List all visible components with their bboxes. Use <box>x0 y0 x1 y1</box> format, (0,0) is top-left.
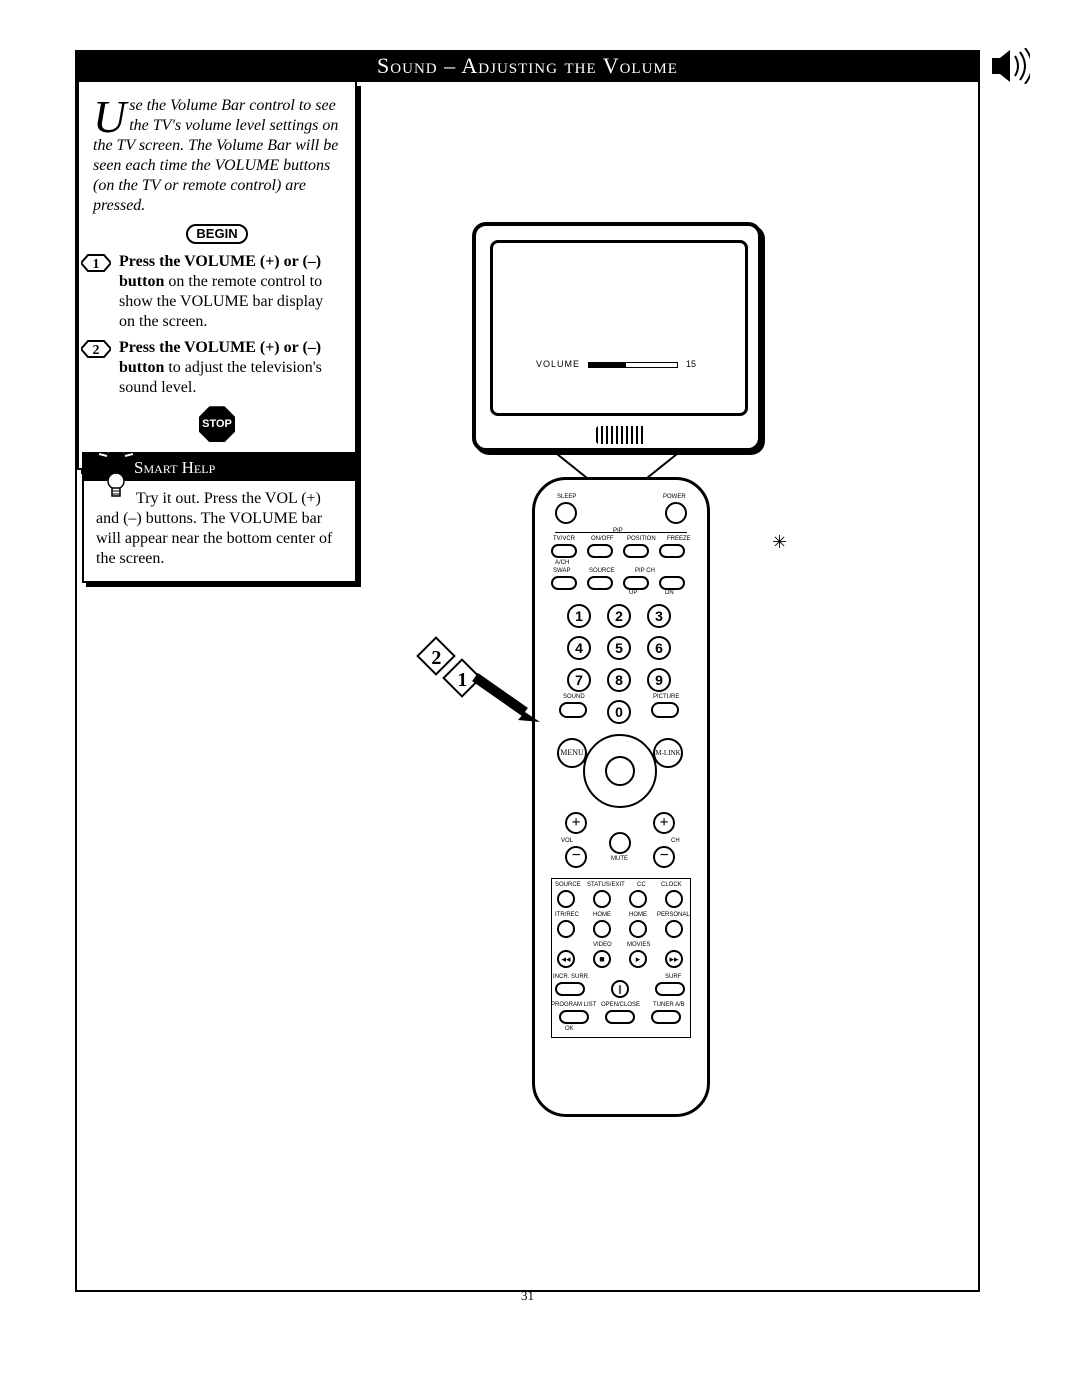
vol-up-button[interactable]: + <box>565 812 587 834</box>
btn-openclose[interactable] <box>605 1010 635 1024</box>
btn-source2[interactable] <box>557 890 575 908</box>
num-7-button[interactable]: 7 <box>567 668 591 692</box>
smart-help-box: Smart Help Try it out. Press the VOL (+)… <box>82 452 357 583</box>
step-1: 1 Press the VOLUME (+) or (–) button on … <box>93 252 341 332</box>
btn-incrsurr[interactable] <box>555 982 585 996</box>
num-0-button[interactable]: 0 <box>607 700 631 724</box>
callout-arrow-icon <box>470 672 540 722</box>
osd-volume-bar-fill <box>588 362 626 368</box>
pip-freeze-button[interactable] <box>659 544 685 558</box>
pipch-dn-button[interactable] <box>659 576 685 590</box>
tv-speaker-grille <box>596 426 646 444</box>
btn-surf[interactable] <box>655 982 685 996</box>
btn-stop[interactable]: ■ <box>593 950 611 968</box>
btn-rew[interactable]: ◂◂ <box>557 950 575 968</box>
btn-cc[interactable] <box>629 890 647 908</box>
step-2: 2 Press the VOLUME (+) or (–) button to … <box>93 338 341 398</box>
svg-text:2: 2 <box>93 343 100 358</box>
btn-clock[interactable] <box>665 890 683 908</box>
stop-badge: STOP <box>93 406 341 442</box>
menu-button[interactable]: MENU <box>557 738 587 768</box>
btn-ff[interactable]: ▸▸ <box>665 950 683 968</box>
num-5-button[interactable]: 5 <box>607 636 631 660</box>
num-9-button[interactable]: 9 <box>647 668 671 692</box>
btn-proglist[interactable] <box>559 1010 589 1024</box>
source-button[interactable] <box>587 576 613 590</box>
page-title: Sound – Adjusting the Volume <box>377 53 678 78</box>
btn-play[interactable]: ▸ <box>629 950 647 968</box>
sound-button[interactable] <box>559 702 587 718</box>
instructions-box: Use the Volume Bar control to see the TV… <box>77 82 357 470</box>
ch-down-button[interactable]: − <box>653 846 675 868</box>
step-1-marker: 1 <box>81 254 111 272</box>
num-3-button[interactable]: 3 <box>647 604 671 628</box>
osd-volume-value: 15 <box>686 359 696 369</box>
mute-button[interactable] <box>609 832 631 854</box>
brightness-icon: ✳ <box>772 532 787 553</box>
num-4-button[interactable]: 4 <box>567 636 591 660</box>
swap-button[interactable] <box>551 576 577 590</box>
bulb-rays-icon <box>99 440 133 460</box>
nav-ok-button[interactable] <box>605 756 635 786</box>
pip-onoff-button[interactable] <box>587 544 613 558</box>
osd-volume-label: VOLUME <box>536 359 580 369</box>
picture-button[interactable] <box>651 702 679 718</box>
sleep-button[interactable] <box>555 502 577 524</box>
manual-page: Sound – Adjusting the Volume Use the Vol… <box>75 50 980 1330</box>
remote-control: SLEEP POWER PIP TV/VCR ON/OFF POSITION F… <box>532 477 710 1117</box>
btn-home2[interactable] <box>629 920 647 938</box>
btn-pause[interactable]: ∥ <box>611 980 629 998</box>
page-number: 31 <box>75 1288 980 1304</box>
dropcap: U <box>93 96 129 134</box>
num-6-button[interactable]: 6 <box>647 636 671 660</box>
btn-home1[interactable] <box>593 920 611 938</box>
btn-tunerab[interactable] <box>651 1010 681 1024</box>
tvvcr-button[interactable] <box>551 544 577 558</box>
num-8-button[interactable]: 8 <box>607 668 631 692</box>
svg-text:1: 1 <box>93 257 100 272</box>
btn-personal[interactable] <box>665 920 683 938</box>
mlink-button[interactable]: M-LINK <box>653 738 683 768</box>
page-title-bar: Sound – Adjusting the Volume <box>75 50 980 82</box>
btn-itr[interactable] <box>557 920 575 938</box>
ir-beam-icon <box>552 450 682 478</box>
tv-outline: VOLUME 15 <box>472 222 762 452</box>
pip-position-button[interactable] <box>623 544 649 558</box>
content-frame: Use the Volume Bar control to see the TV… <box>75 82 980 1292</box>
pipch-up-button[interactable] <box>623 576 649 590</box>
tv-remote-illustration: VOLUME 15 ✳ SLEEP POWER PIP TV/VCR <box>472 222 792 1132</box>
power-button[interactable] <box>665 502 687 524</box>
step-2-marker: 2 <box>81 340 111 358</box>
btn-status[interactable] <box>593 890 611 908</box>
begin-badge: BEGIN <box>93 224 341 244</box>
intro-text: Use the Volume Bar control to see the TV… <box>93 96 341 216</box>
tv-screen <box>490 240 748 416</box>
lightbulb-icon <box>106 472 126 500</box>
vol-down-button[interactable]: − <box>565 846 587 868</box>
ch-up-button[interactable]: + <box>653 812 675 834</box>
step-callouts: 2 1 <box>422 642 542 722</box>
num-2-button[interactable]: 2 <box>607 604 631 628</box>
num-1-button[interactable]: 1 <box>567 604 591 628</box>
speaker-corner-icon <box>990 48 1030 84</box>
